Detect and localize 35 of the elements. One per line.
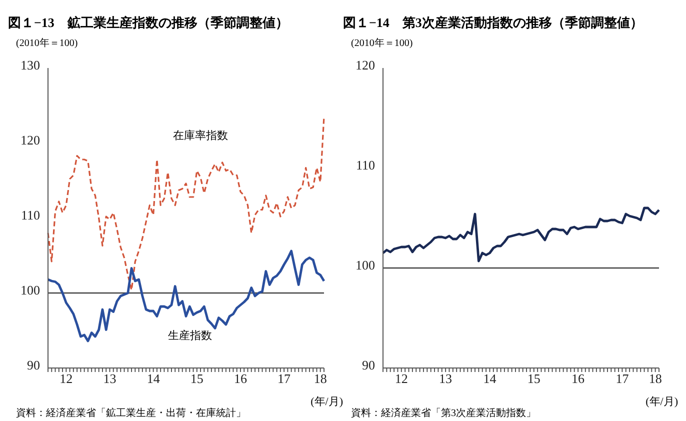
line-series [382, 206, 660, 262]
x-tick-label: 13 [103, 371, 116, 386]
x-axis-title: (年/月) [646, 395, 678, 409]
x-tick-label: 15 [527, 371, 540, 386]
y-tick-label: 100 [20, 282, 40, 298]
x-tick-label: 12 [60, 371, 73, 386]
x-axis-title: (年/月) [310, 395, 343, 409]
text: 資料：経済産業省「鉱工業生産・出荷・在庫統計」 [16, 406, 246, 420]
y-tick-label: 130 [20, 58, 40, 73]
x-tick-label: 14 [146, 371, 160, 386]
x-tick-label: 18 [314, 371, 327, 386]
y-tick-label: 110 [356, 158, 375, 173]
x-tick-label: 18 [648, 371, 662, 386]
x-tick-label: 17 [278, 371, 292, 386]
y-axis-title: (2010年＝100) [16, 37, 78, 50]
x-tick-label: 16 [234, 371, 248, 386]
series-label: 在庫率指数 [173, 128, 228, 143]
series-label: 生産指数 [168, 328, 212, 343]
chart-title: 図１−13 鉱工業生産指数の推移（季節調整値） [8, 14, 288, 32]
y-axis-title: (2010年＝100) [351, 37, 413, 50]
y-tick-label: 90 [362, 358, 375, 373]
y-tick-label: 110 [20, 208, 40, 223]
text: 資料：経済産業省「第3次産業活動指数」 [351, 406, 536, 420]
chart-title: 図１−14 第3次産業活動指数の推移（季節調整値） [343, 14, 643, 32]
y-tick-label: 100 [356, 258, 375, 273]
y-tick-label: 120 [356, 58, 375, 73]
x-tick-label: 16 [572, 371, 586, 386]
x-tick-label: 13 [439, 371, 452, 386]
x-tick-label: 15 [190, 371, 204, 386]
x-tick-label: 17 [616, 371, 630, 386]
x-tick-label: 14 [483, 371, 497, 386]
x-tick-label: 12 [394, 371, 408, 386]
y-tick-label: 120 [20, 132, 40, 148]
line-series [46, 250, 326, 342]
y-tick-label: 90 [27, 358, 40, 373]
